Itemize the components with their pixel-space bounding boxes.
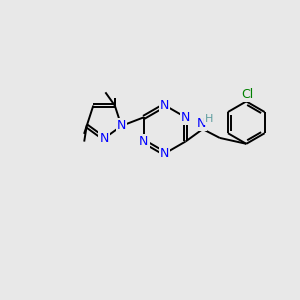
- Text: N: N: [99, 132, 109, 145]
- Text: N: N: [196, 117, 206, 130]
- Text: N: N: [117, 119, 126, 132]
- Text: N: N: [160, 147, 169, 160]
- Text: H: H: [204, 114, 213, 124]
- Text: Cl: Cl: [241, 88, 253, 101]
- Text: N: N: [139, 135, 148, 148]
- Text: N: N: [181, 111, 190, 124]
- Text: N: N: [160, 99, 169, 112]
